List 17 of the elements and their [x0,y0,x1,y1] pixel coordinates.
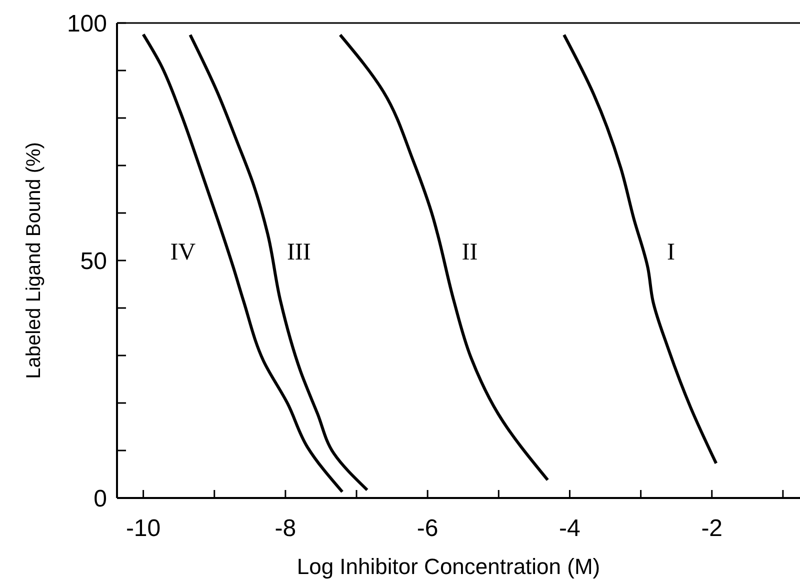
y-tick-label: 100 [66,10,107,38]
x-tick-label: -8 [274,515,296,542]
series-label: III [286,239,311,266]
x-tick-label: -6 [416,515,438,542]
x-axis-title: Log Inhibitor Concentration (M) [296,554,600,579]
line-series [142,32,344,494]
series-label: II [462,239,478,266]
line-series [562,33,718,465]
y-tick-label: 0 [94,485,107,512]
line-series [338,33,550,482]
y-tick-label: 50 [80,248,107,275]
series-label: I [667,239,676,266]
x-tick-label: -4 [559,515,580,542]
series-label: IV [170,239,196,266]
x-tick-label: -2 [701,515,723,542]
y-axis-title: Labeled Ligand Bound (%) [23,142,45,379]
x-tick-label: -10 [126,515,161,542]
